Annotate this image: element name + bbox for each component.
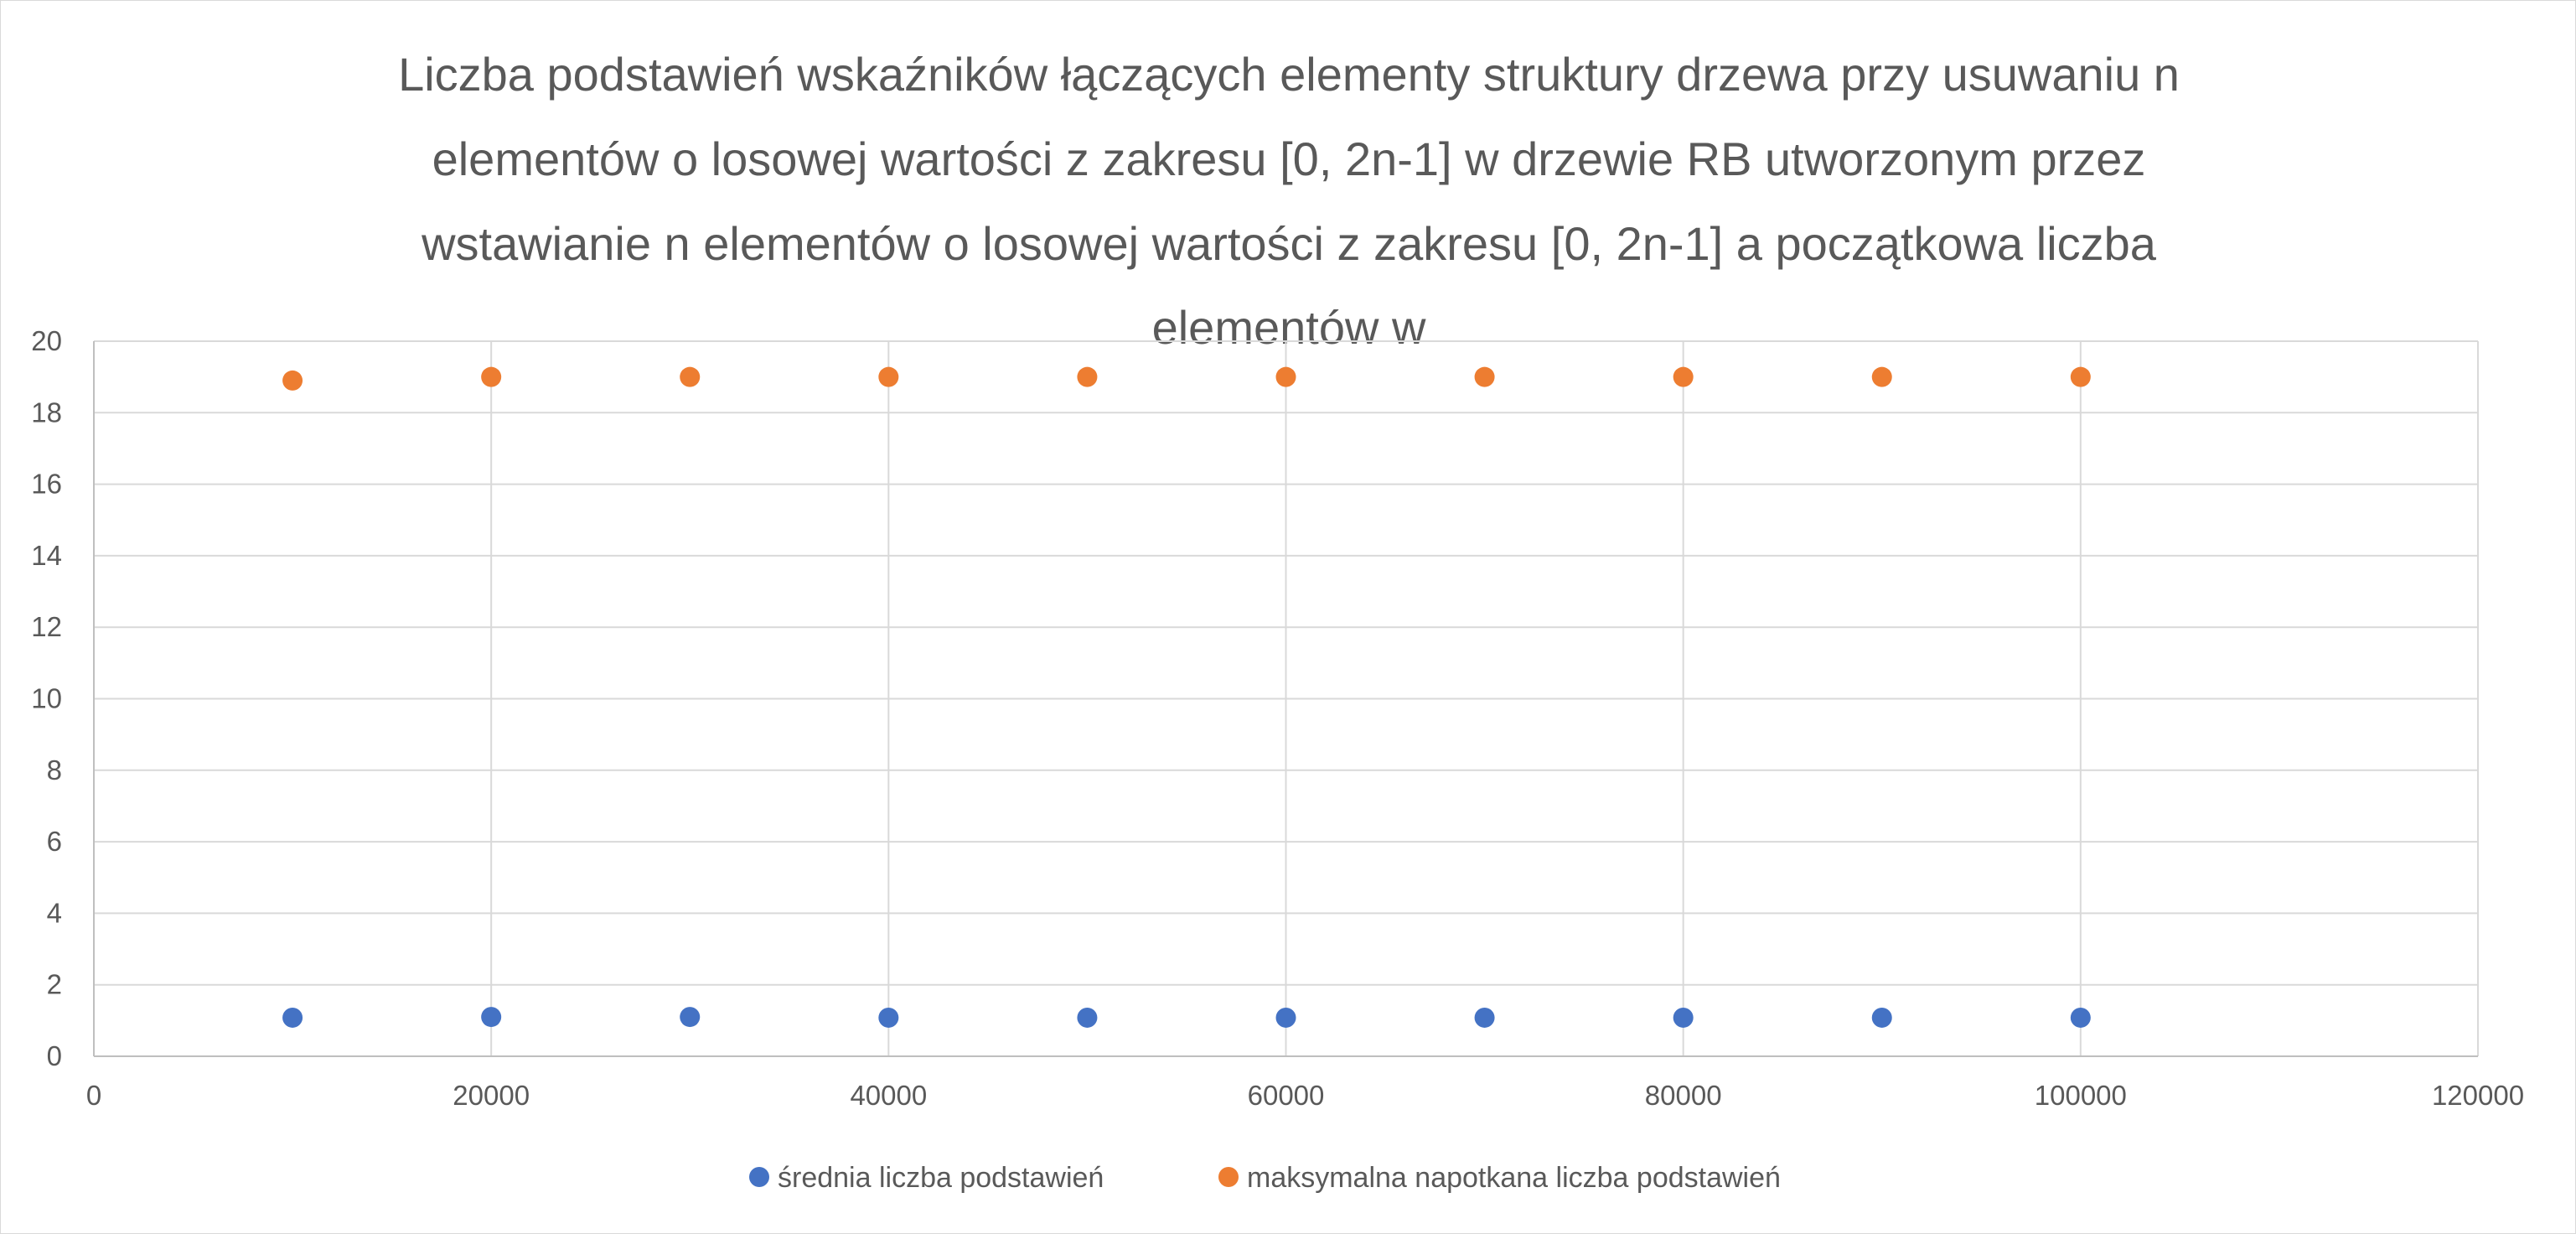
data-point: [1077, 366, 1098, 387]
data-point: [1077, 1007, 1098, 1028]
data-point: [2070, 366, 2091, 387]
x-tick-label: 100000: [2035, 1080, 2127, 1111]
y-tick-label: 10: [31, 683, 62, 714]
data-point: [878, 1007, 899, 1028]
x-tick-label: 80000: [1645, 1080, 1722, 1111]
data-point: [1474, 366, 1495, 387]
data-point: [878, 366, 899, 387]
y-tick-label: 0: [47, 1040, 62, 1071]
x-tick-label: 0: [86, 1080, 101, 1111]
x-tick-label: 120000: [2432, 1080, 2524, 1111]
y-tick-label: 8: [47, 754, 62, 786]
y-tick-label: 6: [47, 826, 62, 857]
series-1-points: [282, 1007, 2091, 1028]
x-tick-label: 60000: [1248, 1080, 1325, 1111]
data-point: [1275, 1007, 1296, 1028]
x-tick-label: 40000: [850, 1080, 927, 1111]
chart-title: Liczba podstawień wskaźników łączących e…: [398, 48, 2180, 355]
legend-label: średnia liczba podstawień: [778, 1162, 1104, 1194]
data-point: [481, 366, 502, 387]
data-point: [1673, 366, 1694, 387]
data-point: [1871, 1007, 1892, 1028]
data-point: [282, 370, 303, 391]
data-point: [481, 1007, 502, 1028]
data-points: [282, 366, 2091, 1028]
y-tick-label: 20: [31, 325, 62, 356]
legend-label: maksymalna napotkana liczba podstawień: [1247, 1162, 1781, 1194]
legend: średnia liczba podstawień maksymalna napo…: [749, 1162, 1781, 1194]
y-tick-label: 16: [31, 469, 62, 500]
y-tick-label: 2: [47, 969, 62, 1000]
y-tick-label: 18: [31, 397, 62, 428]
tick-labels: 0 2 4 6 8 10 12 14 16 18 20 0 20000 40000 60000 80000 10…: [31, 325, 2524, 1111]
data-point: [2070, 1007, 2091, 1028]
y-tick-label: 4: [47, 897, 62, 928]
data-point: [282, 1007, 303, 1028]
legend-marker: [1218, 1167, 1239, 1187]
axes: [93, 341, 2478, 1057]
y-tick-label: 14: [31, 540, 62, 571]
x-tick-label: 20000: [453, 1080, 530, 1111]
data-point: [1474, 1007, 1495, 1028]
data-point: [680, 1007, 701, 1028]
gridlines: [94, 340, 2479, 1056]
series-2-points: [282, 366, 2091, 391]
data-point: [680, 366, 701, 387]
data-point: [1275, 366, 1296, 387]
legend-marker: [749, 1167, 769, 1187]
data-point: [1871, 366, 1892, 387]
y-tick-label: 12: [31, 611, 62, 642]
data-point: [1673, 1007, 1694, 1028]
